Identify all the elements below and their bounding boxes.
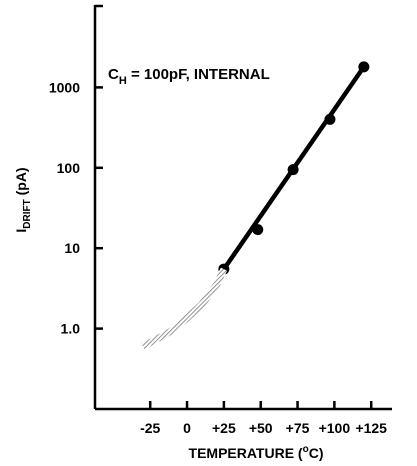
y-tick-label: 10 — [64, 240, 80, 256]
capacitance-annotation: CH = 100pF, INTERNAL — [108, 66, 270, 87]
x-tick-label: +50 — [249, 420, 273, 436]
axes — [93, 4, 392, 411]
extrapolated-drift-curve — [141, 267, 228, 350]
x-tick-label: +125 — [355, 420, 387, 436]
series-layer — [141, 61, 370, 350]
y-tick-label: 1.0 — [61, 321, 81, 337]
data-point — [252, 224, 264, 236]
data-point — [287, 164, 299, 176]
x-axis-title: TEMPERATURE (oC) — [189, 444, 324, 461]
y-axis-title: IDRIFT (pA) — [13, 167, 33, 232]
y-tick-label: 100 — [57, 160, 81, 176]
x-tick-label: -25 — [140, 420, 160, 436]
x-tick-label: +25 — [212, 420, 236, 436]
x-tick-label: 0 — [183, 420, 191, 436]
data-point — [324, 113, 336, 125]
data-point — [358, 61, 370, 73]
y-tick-label: 1000 — [49, 79, 80, 95]
x-tick-label: +100 — [319, 420, 351, 436]
x-tick-label: +75 — [286, 420, 310, 436]
ticks: -25 0 +25 +50 +75 +100 +125 1.0 10 100 1000 — [49, 79, 387, 436]
